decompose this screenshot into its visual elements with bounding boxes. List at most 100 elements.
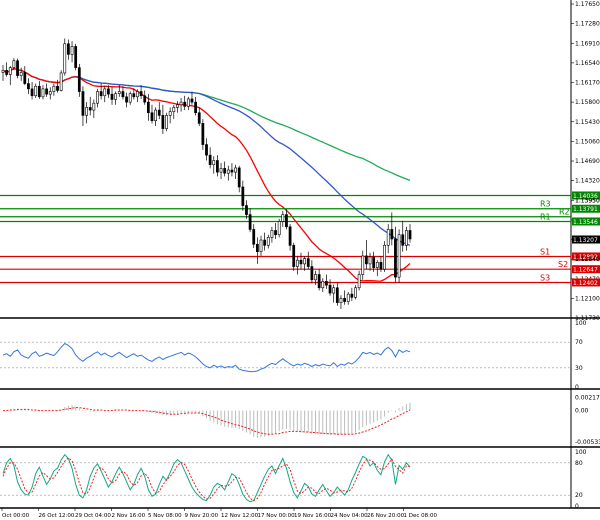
candle-body: [397, 234, 401, 278]
level-price-box: [572, 204, 600, 213]
candle-body: [56, 85, 59, 91]
candle-body: [321, 281, 325, 289]
candle-body: [117, 91, 121, 94]
stoch-d-line: [2, 457, 411, 502]
price-tick-label: 1.14690: [575, 158, 600, 165]
candle-body: [263, 239, 267, 246]
stochastic-panel[interactable]: 100 80 20 0: [0, 449, 600, 510]
candle-body: [70, 46, 74, 55]
stoch-k-line: [2, 453, 411, 503]
level-label-R2: R2: [559, 208, 570, 217]
candle-body: [248, 214, 252, 230]
candle-body: [150, 112, 154, 121]
candle-body: [270, 230, 274, 238]
level-price-text: 1.13546: [573, 219, 598, 226]
level-label-R3: R3: [540, 200, 551, 209]
level-label-S3: S3: [540, 273, 550, 282]
price-tick-label: 1.16540: [575, 60, 600, 67]
candle-body: [205, 144, 208, 156]
rsi-line: [2, 342, 411, 373]
candle-body: [114, 93, 118, 100]
rsi-tick-label: 100: [575, 320, 587, 327]
candle-body: [303, 258, 306, 265]
candle-body: [12, 60, 16, 68]
level-price-text: 1.13791: [573, 206, 598, 213]
candle-body: [375, 262, 379, 268]
candle-body: [23, 72, 27, 84]
candle-body: [212, 160, 216, 166]
candle-body: [306, 258, 310, 267]
time-tick-label: 26 Nov 20:00: [367, 513, 405, 519]
candle-body: [194, 101, 197, 114]
candle-body: [325, 281, 328, 286]
candle-body: [350, 293, 354, 298]
candle-body: [226, 169, 230, 174]
stoch-tick-label: 80: [575, 460, 583, 467]
macd-panel[interactable]: 0.002177 0.00 -0.005335: [0, 395, 600, 448]
candle-body: [252, 229, 256, 245]
level-price-text: 1.12892: [573, 254, 598, 261]
candle-body: [368, 256, 372, 265]
candle-body: [30, 88, 34, 97]
candle-body: [74, 46, 78, 68]
candle-body: [92, 102, 96, 111]
candle-body: [379, 262, 383, 270]
candle-body: [186, 98, 190, 107]
time-tick-label: 26 Oct 12:00: [39, 513, 75, 519]
candle-body: [1, 70, 5, 73]
candle-body: [408, 230, 412, 240]
extra-price-label: 1.12840: [575, 256, 600, 263]
candle-body: [165, 115, 168, 129]
time-tick-label: 1 Dec 08:00: [404, 513, 438, 519]
level-price-text: 1.12402: [573, 280, 598, 287]
candle-body: [143, 95, 147, 103]
candle-body: [52, 85, 56, 92]
time-tick-label: 24 Nov 04:00: [331, 513, 369, 519]
candle-body: [37, 85, 41, 98]
price-tick-label: 1.12100: [575, 295, 600, 302]
price-tick-label: 1.11730: [575, 315, 600, 322]
level-price-text: 1.12647: [573, 267, 598, 274]
candle-body: [96, 91, 99, 104]
candle-body: [259, 239, 263, 252]
candle-body: [357, 274, 361, 289]
level-price-box: [572, 217, 600, 226]
candle-body: [157, 109, 161, 116]
extra-price-label: 1.13950: [575, 197, 600, 204]
candle-body: [216, 160, 219, 173]
price-panel[interactable]: 1.17650 1.17280 1.16910 1.16540 1.16170 1.158…: [0, 0, 600, 508]
candle-body: [88, 107, 92, 111]
candle-body: [386, 229, 390, 246]
price-plot-bg: [0, 0, 571, 318]
rsi-panel[interactable]: 100 70 30 0: [0, 320, 600, 391]
moving-average-0: [2, 67, 411, 282]
candle-body: [288, 226, 292, 246]
candle-body: [332, 287, 336, 294]
level-price-box: [572, 252, 600, 261]
level-price-text: 1.14036: [573, 193, 598, 200]
candle-body: [245, 205, 248, 215]
candle-body: [314, 274, 317, 281]
candle-body: [219, 168, 223, 173]
candle-body: [277, 221, 281, 236]
candle-body: [125, 96, 128, 103]
candle-body: [285, 214, 288, 228]
candle-body: [346, 293, 350, 302]
candle-body: [41, 88, 45, 98]
candle-body: [274, 230, 277, 236]
time-axis: Oct 00:00 26 Oct 12:00 29 Oct 04:00 2 Nov 1…: [1, 508, 438, 519]
candle-body: [208, 154, 212, 166]
candle-body: [234, 167, 237, 173]
candle-body: [77, 67, 81, 92]
candle-body: [317, 274, 321, 289]
time-tick-label: 9 Nov 20:00: [185, 513, 219, 519]
candle-body: [121, 91, 125, 98]
macd-tick-label: 0.002177: [575, 395, 600, 402]
price-tick-label: 1.16170: [575, 80, 600, 87]
candle-body: [132, 93, 136, 98]
candle-body: [292, 245, 296, 267]
level-price-box: [572, 278, 600, 287]
candle-body: [266, 237, 270, 246]
candle-body: [81, 91, 85, 116]
candle-body: [255, 243, 259, 252]
